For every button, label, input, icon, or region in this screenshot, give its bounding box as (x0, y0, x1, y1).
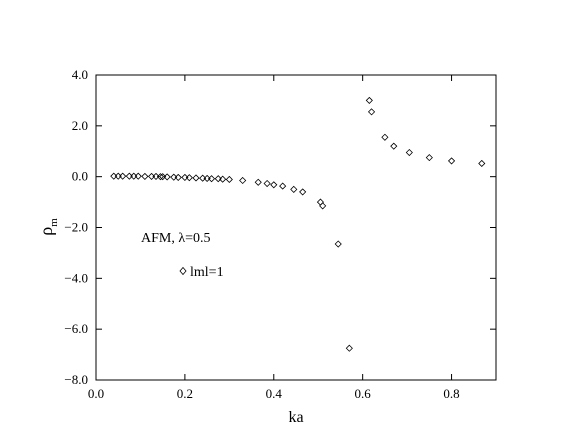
x-tick-label: 0.2 (177, 386, 193, 401)
data-point (219, 175, 227, 183)
data-point (381, 133, 389, 141)
data-point (270, 181, 278, 189)
data-point (125, 172, 133, 180)
data-point (334, 240, 342, 248)
y-tick-label: 0.0 (72, 169, 88, 184)
data-point (254, 178, 262, 186)
data-point (207, 175, 216, 183)
legend: lml=1 (179, 265, 224, 280)
data-point (299, 188, 307, 196)
data-point (425, 154, 433, 162)
plot-frame (95, 74, 497, 381)
y-tick-label: −2.0 (64, 220, 88, 235)
y-axis-title-sub: m (48, 218, 60, 227)
y-tick-label: −4.0 (64, 270, 88, 285)
legend-marker-diamond-icon (179, 266, 187, 276)
legend-label: lml=1 (190, 265, 224, 280)
data-point (141, 172, 149, 180)
data-point (214, 175, 222, 183)
data-point (319, 202, 327, 210)
data-point (170, 173, 178, 181)
data-point (316, 198, 325, 206)
data-point (134, 172, 142, 180)
data-point (185, 174, 193, 182)
svg-text:ρm: ρm (36, 218, 60, 236)
data-point (290, 185, 298, 193)
data-point (279, 182, 287, 190)
data-point (345, 344, 353, 352)
data-point (365, 96, 373, 104)
data-point (174, 173, 182, 181)
x-tick-label: 0.6 (355, 386, 372, 401)
data-point (130, 172, 138, 180)
data-point (263, 179, 271, 188)
x-tick-label: 0.8 (443, 386, 459, 401)
data-point (203, 174, 211, 183)
data-point (163, 173, 171, 181)
y-tick-label: −8.0 (64, 372, 88, 387)
data-point (405, 148, 413, 157)
data-point (156, 173, 165, 181)
x-tick-label: 0.0 (88, 386, 104, 401)
data-point (367, 108, 376, 116)
x-tick-label: 0.4 (266, 386, 283, 401)
data-point (159, 173, 167, 181)
data-point (192, 174, 200, 182)
data-point (239, 176, 247, 185)
data-point (447, 157, 456, 165)
data-point (119, 172, 127, 180)
y-axis-title: ρm (36, 218, 60, 236)
y-tick-label: −6.0 (64, 321, 88, 336)
data-point (152, 172, 160, 180)
model-annotation: AFM, λ=0.5 (141, 231, 211, 246)
data-point (199, 174, 207, 182)
data-point (110, 172, 118, 180)
data-point (114, 172, 122, 180)
data-point (390, 142, 398, 150)
ticks-layer: 0.0 0.2 0.4 0.6 0.8 4.0 2.0 0.0 −2.0 −4.0 −6.0 −8.0 (64, 67, 496, 401)
data-point (478, 159, 486, 168)
data-point (181, 173, 189, 181)
data-point (225, 175, 233, 184)
y-tick-label: 4.0 (72, 67, 88, 82)
data-point (147, 172, 156, 180)
x-axis-title: ka (288, 409, 303, 426)
y-tick-label: 2.0 (72, 118, 88, 133)
points-layer (110, 96, 486, 352)
y-axis-title-main: ρ (36, 227, 56, 236)
